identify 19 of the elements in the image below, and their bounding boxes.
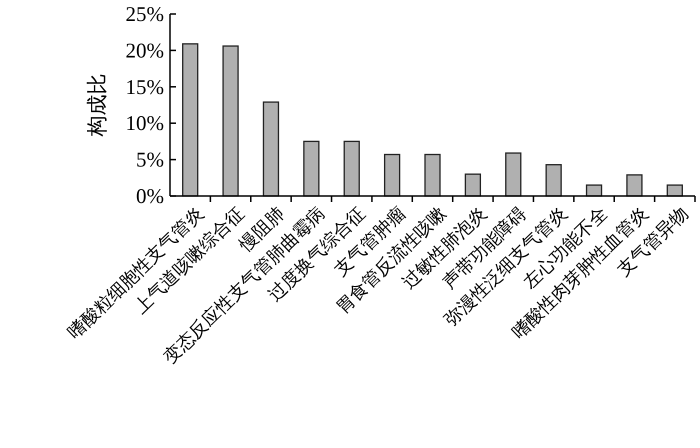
y-tick-label: 5%: [136, 148, 164, 172]
bar: [384, 154, 400, 197]
y-tick-label: 15%: [126, 74, 164, 99]
bar: [303, 140, 320, 197]
bar: [505, 152, 522, 197]
y-axis-title: 构成比: [85, 74, 109, 138]
bar: [626, 174, 643, 197]
y-tick-label: 20%: [126, 38, 164, 62]
bar: [222, 45, 239, 197]
bar: [344, 140, 360, 197]
bar: [464, 174, 482, 197]
bar: [424, 154, 441, 197]
y-tick-label: 10%: [126, 111, 164, 136]
bar: [182, 43, 198, 197]
bar: [666, 184, 683, 197]
bar: [546, 164, 562, 197]
y-tick-label: 0%: [136, 184, 164, 208]
bar: [262, 101, 280, 197]
y-tick-label: 25%: [126, 2, 164, 26]
